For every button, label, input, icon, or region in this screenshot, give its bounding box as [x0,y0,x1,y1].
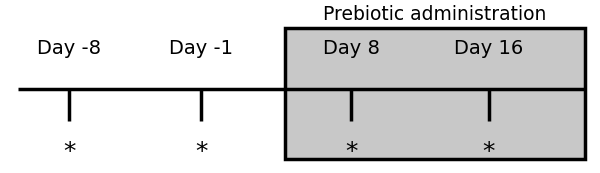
Text: *: * [195,140,207,164]
Text: *: * [63,140,75,164]
Text: Prebiotic administration: Prebiotic administration [323,5,547,24]
Text: Day -1: Day -1 [169,39,233,58]
Text: Day 16: Day 16 [454,39,524,58]
Text: Day 8: Day 8 [323,39,379,58]
Text: *: * [345,140,357,164]
Text: *: * [483,140,495,164]
Text: Day -8: Day -8 [37,39,101,58]
Bar [285,28,585,159]
